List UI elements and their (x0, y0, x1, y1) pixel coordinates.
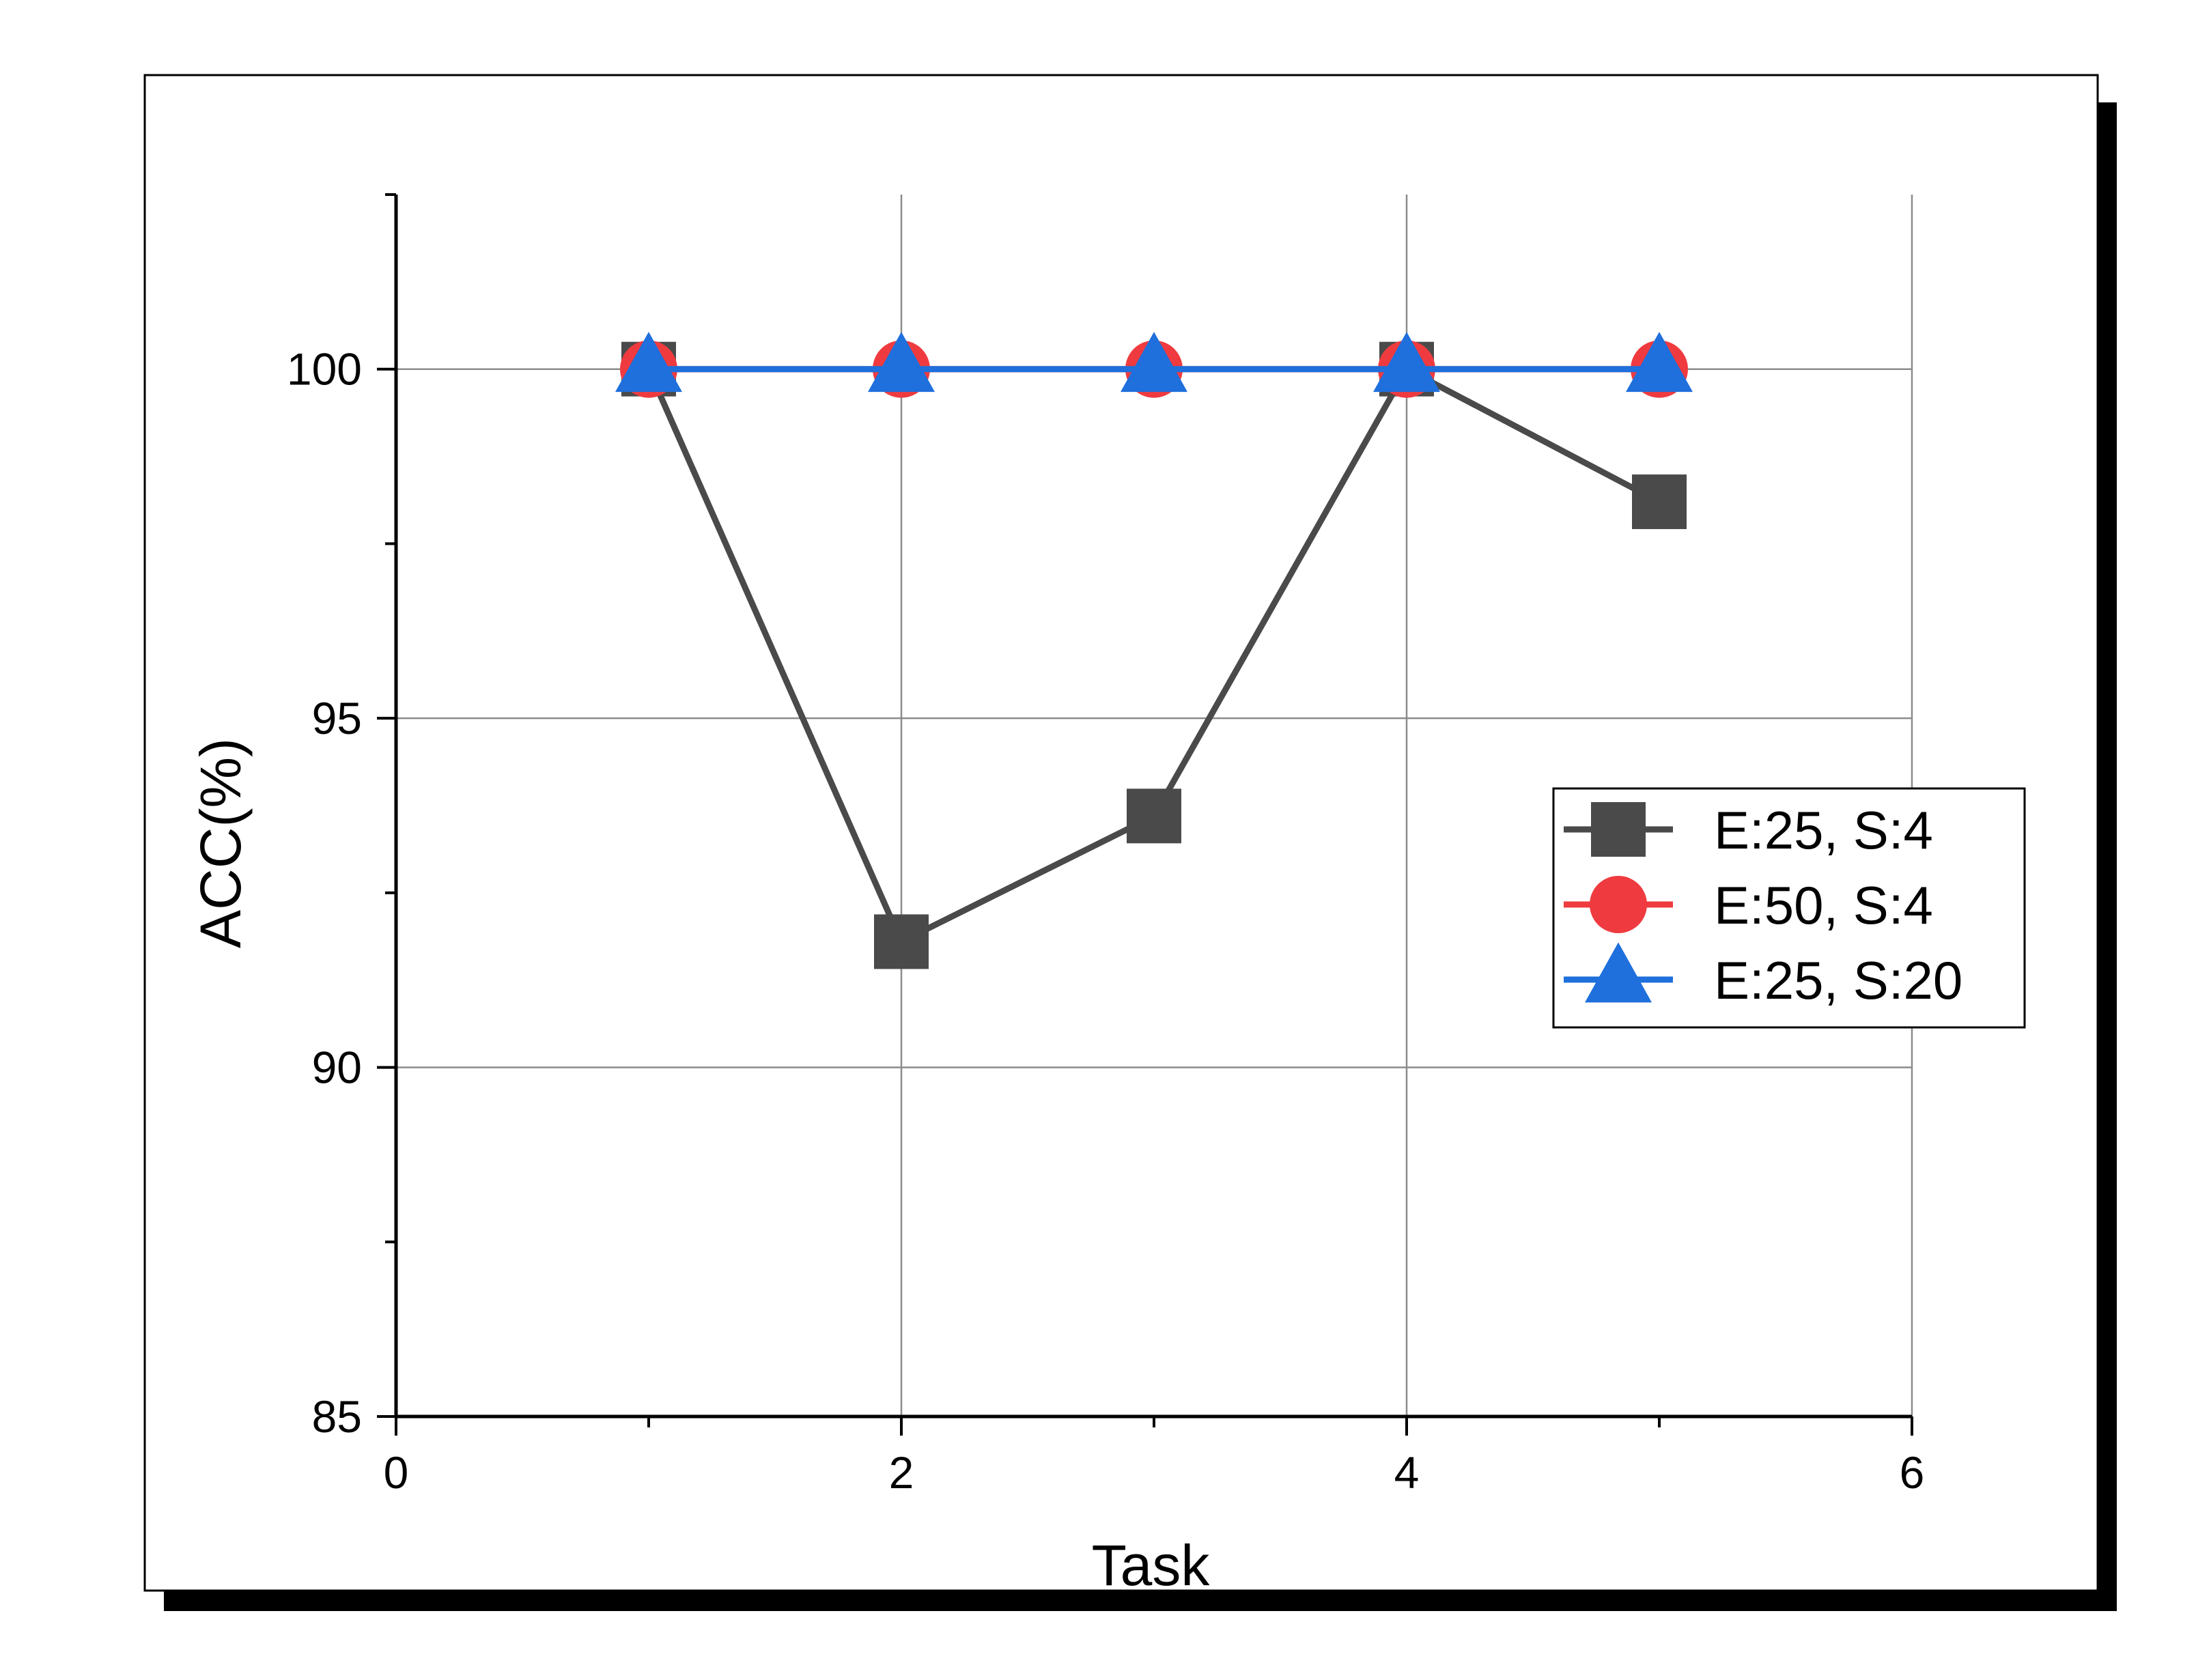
legend-marker (1591, 802, 1646, 857)
data-point (1632, 474, 1687, 530)
axes: 0 2 4 6 85 90 95 100 (287, 193, 1925, 1498)
y-tick-label: 95 (312, 693, 362, 743)
y-tick-label: 85 (312, 1391, 362, 1442)
y-axis-title: ACC(%) (188, 738, 253, 948)
legend-item: E:25, S:20 (1564, 942, 1962, 1010)
legend-label: E:25, S:20 (1714, 950, 1962, 1010)
legend-label: E:50, S:4 (1714, 875, 1933, 935)
legend-label: E:25, S:4 (1714, 800, 1933, 860)
legend-marker (1585, 942, 1652, 1003)
y-tick-label: 90 (312, 1042, 362, 1093)
x-tick-label: 2 (889, 1447, 914, 1498)
legend-marker (1590, 876, 1647, 933)
data-point (868, 332, 935, 393)
y-tick-label: 100 (287, 344, 362, 395)
x-tick-label: 6 (1900, 1447, 1925, 1498)
data-point (1127, 788, 1181, 844)
legend-item: E:50, S:4 (1564, 875, 1933, 935)
data-point (615, 332, 682, 393)
data-point (1626, 332, 1693, 393)
data-point (1121, 332, 1187, 393)
series-layer (615, 332, 1693, 969)
legend: E:25, S:4 E:50, S:4 E:25, S:20 (1552, 787, 2026, 1029)
x-tick-label: 4 (1394, 1447, 1420, 1498)
x-tick-label: 0 (384, 1447, 409, 1498)
x-axis-title: Task (1092, 1533, 1211, 1597)
data-point (1373, 332, 1440, 393)
data-point (874, 914, 929, 969)
series-3 (615, 332, 1693, 393)
legend-item: E:25, S:4 (1564, 800, 1933, 860)
